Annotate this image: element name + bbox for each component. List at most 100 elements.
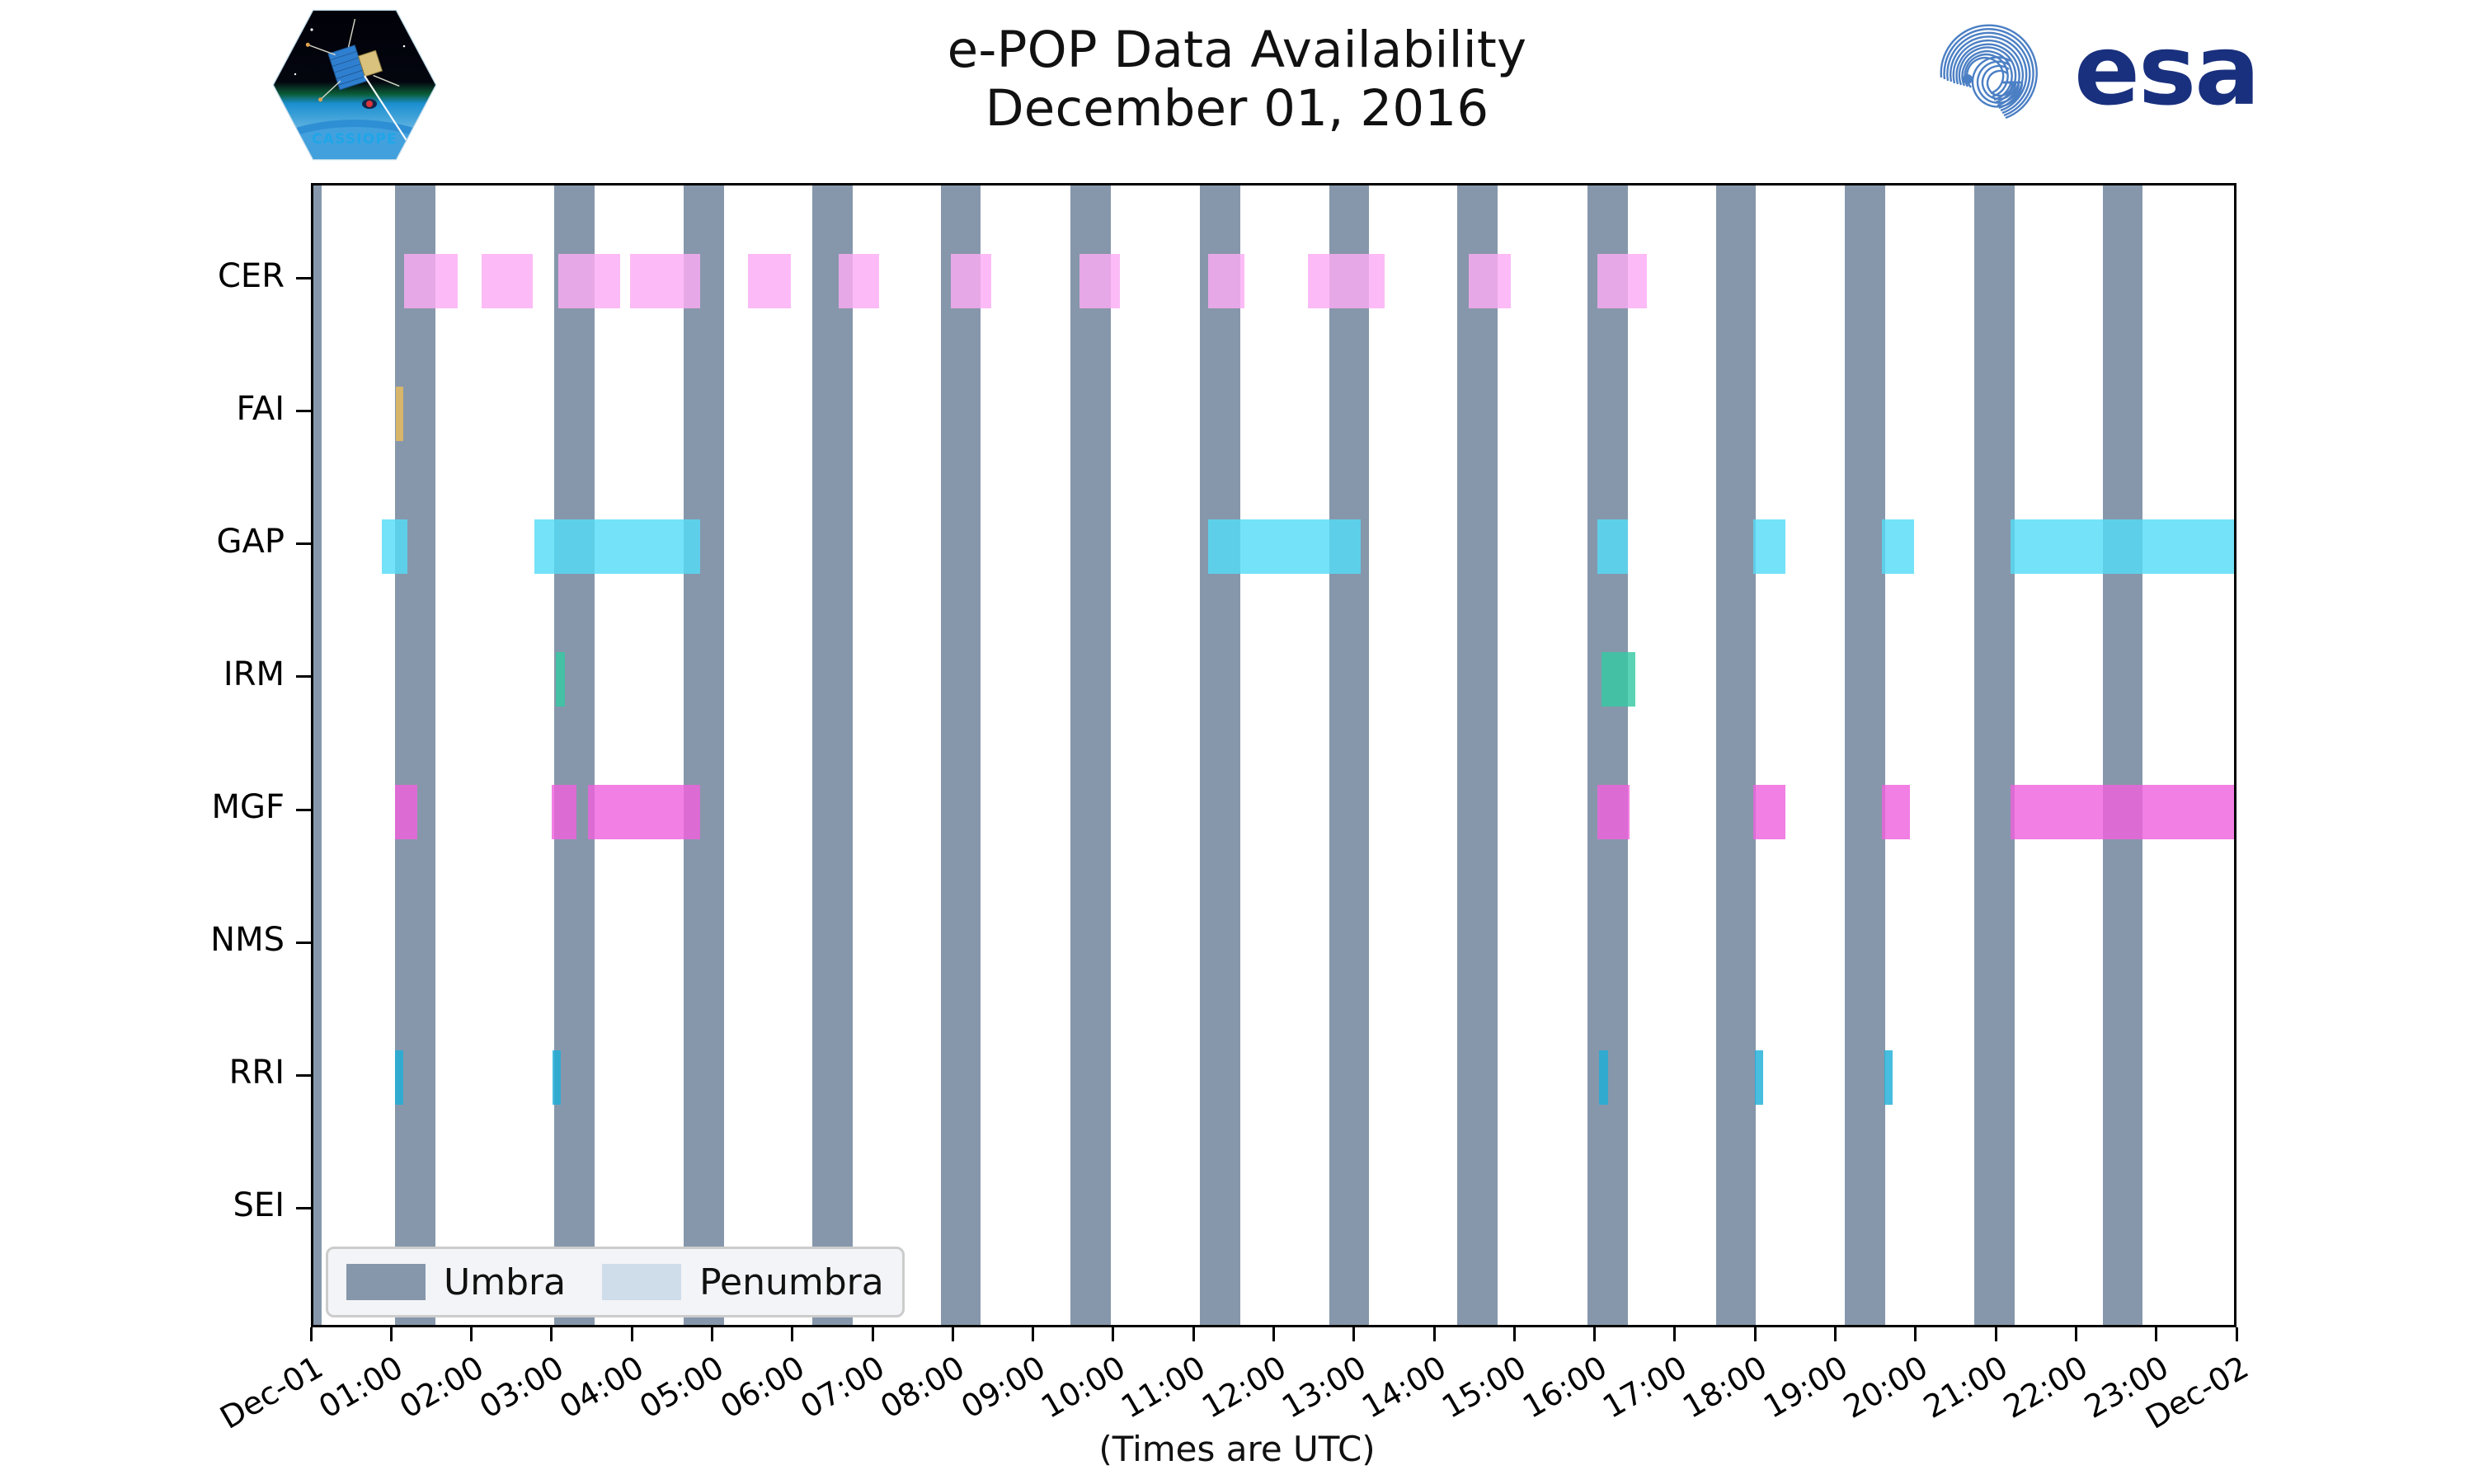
x-axis-title: (Times are UTC) — [1098, 1429, 1376, 1469]
y-tick-mark — [296, 808, 311, 811]
x-tick-mark — [1192, 1327, 1195, 1341]
umbra-band — [1329, 186, 1370, 1325]
y-tick-label-sei: SEI — [233, 1186, 285, 1225]
chart-canvas — [313, 186, 2234, 1325]
y-tick-label-cer: CER — [218, 256, 285, 295]
chart-legend: Umbra Penumbra — [326, 1247, 905, 1317]
x-tick-mark — [550, 1327, 553, 1341]
availability-bar-cer — [951, 253, 992, 308]
availability-bar-rri — [552, 1050, 561, 1106]
x-tick-mark — [710, 1327, 713, 1341]
availability-bar-cer — [1079, 253, 1120, 308]
availability-bar-cer — [1308, 253, 1385, 308]
title-line-2: December 01, 2016 — [985, 78, 1489, 138]
x-tick-mark — [871, 1327, 874, 1341]
umbra-band — [812, 186, 853, 1325]
y-tick-mark — [296, 277, 311, 280]
availability-bar-cer — [839, 253, 879, 308]
availability-bar-rri — [1884, 1050, 1893, 1106]
cassiope-logo: CASSIOPE — [272, 7, 437, 163]
y-tick-mark — [296, 410, 311, 413]
umbra-band — [1973, 186, 2015, 1325]
y-tick-mark — [296, 1073, 311, 1077]
umbra-band — [940, 186, 981, 1325]
availability-bar-cer — [1207, 253, 1244, 308]
availability-bar-cer — [482, 253, 533, 308]
esa-swirl-icon — [1940, 24, 2038, 120]
x-tick-mark — [1834, 1327, 1837, 1341]
availability-bar-gap — [2010, 519, 2234, 574]
x-tick-mark — [2074, 1327, 2077, 1341]
availability-bar-irm — [1601, 651, 1636, 707]
availability-bar-gap — [534, 519, 700, 574]
x-tick-mark — [1272, 1327, 1275, 1341]
x-tick-mark — [1593, 1327, 1597, 1341]
x-tick-mark — [1432, 1327, 1436, 1341]
umbra-band — [553, 186, 595, 1325]
umbra-band — [2102, 186, 2143, 1325]
umbra-band — [1070, 186, 1112, 1325]
x-tick-mark — [1112, 1327, 1115, 1341]
legend-label-penumbra: Penumbra — [699, 1261, 884, 1303]
umbra-band — [1715, 186, 1757, 1325]
availability-bar-cer — [1597, 253, 1647, 308]
esa-logo-text: esa — [2074, 15, 2259, 127]
chart-plot-area — [311, 183, 2236, 1327]
y-tick-mark — [296, 941, 311, 944]
x-tick-mark — [2235, 1327, 2238, 1341]
x-tick-mark — [470, 1327, 473, 1341]
title-line-1: e-POP Data Availability — [947, 21, 1527, 79]
x-tick-mark — [791, 1327, 794, 1341]
x-tick-mark — [309, 1327, 313, 1341]
y-tick-label-fai: FAI — [236, 389, 285, 428]
umbra-band — [1457, 186, 1498, 1325]
availability-bar-gap — [1882, 519, 1914, 574]
availability-bar-cer — [1469, 253, 1511, 308]
page-title: e-POP Data Availability December 01, 201… — [618, 21, 1856, 139]
y-tick-mark — [296, 542, 311, 546]
availability-bar-cer — [403, 253, 459, 308]
y-tick-label-nms: NMS — [210, 921, 285, 960]
x-tick-mark — [1352, 1327, 1356, 1341]
availability-bar-rri — [395, 1050, 403, 1106]
availability-bar-mgf — [1597, 785, 1630, 840]
x-tick-mark — [630, 1327, 633, 1341]
availability-bar-irm — [555, 651, 565, 707]
availability-bar-mgf — [395, 785, 418, 840]
umbra-band — [1845, 186, 1885, 1325]
availability-bar-rri — [1598, 1050, 1609, 1106]
availability-bar-mgf — [2010, 785, 2234, 840]
availability-bar-gap — [1597, 519, 1628, 574]
availability-bar-gap — [1753, 519, 1786, 574]
cassiope-logo-caption: CASSIOPE — [312, 131, 397, 148]
esa-logo: esa — [1930, 13, 2301, 130]
y-tick-label-gap: GAP — [216, 522, 285, 561]
y-tick-mark — [296, 1206, 311, 1209]
availability-bar-mgf — [587, 785, 700, 840]
availability-bar-gap — [381, 519, 407, 574]
umbra-band — [313, 186, 322, 1325]
x-tick-mark — [389, 1327, 393, 1341]
x-tick-mark — [1994, 1327, 1997, 1341]
x-tick-mark — [1753, 1327, 1757, 1341]
y-tick-label-mgf: MGF — [211, 788, 285, 827]
availability-bar-cer — [557, 253, 620, 308]
x-tick-mark — [951, 1327, 954, 1341]
umbra-band — [395, 186, 435, 1325]
legend-swatch-penumbra — [602, 1264, 682, 1300]
x-tick-mark — [1512, 1327, 1516, 1341]
legend-item-penumbra: Penumbra — [602, 1261, 884, 1303]
availability-bar-gap — [1207, 519, 1361, 574]
availability-bar-mgf — [1753, 785, 1786, 840]
x-tick-mark — [1032, 1327, 1035, 1341]
umbra-band — [1587, 186, 1628, 1325]
umbra-band — [1200, 186, 1240, 1325]
umbra-band — [684, 186, 725, 1325]
availability-bar-cer — [630, 253, 700, 308]
x-tick-mark — [1914, 1327, 1917, 1341]
x-tick-mark — [2155, 1327, 2158, 1341]
availability-bar-rri — [1755, 1050, 1764, 1106]
availability-bar-mgf — [551, 785, 577, 840]
x-tick-mark — [1673, 1327, 1677, 1341]
